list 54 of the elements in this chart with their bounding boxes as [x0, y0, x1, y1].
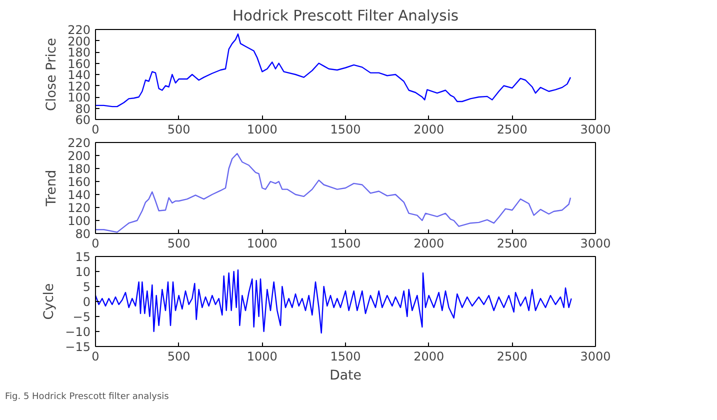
x-tick-label: 2000	[414, 350, 444, 364]
x-tick-label: 500	[167, 350, 190, 364]
x-tick-label: 1000	[246, 236, 278, 250]
y-tick-label: 10	[75, 265, 91, 279]
x-tick-label: 1500	[330, 350, 361, 364]
y-tick-label: 160	[68, 56, 90, 71]
x-tick-label: 1000	[246, 122, 278, 136]
x-tick-label: 3000	[580, 350, 611, 364]
line-series	[96, 33, 572, 108]
x-tick-label: 1500	[330, 236, 361, 250]
y-tick-label: 220	[68, 23, 90, 37]
y-tick-label: 200	[68, 34, 90, 48]
y-tick-label: 0	[82, 295, 91, 309]
y-tick-label: 100	[68, 90, 90, 104]
y-axis-title: Cycle	[42, 283, 58, 320]
x-tick-label: 500	[167, 236, 190, 250]
y-tick-label: 100	[68, 214, 90, 228]
y-tick-label: 120	[68, 201, 90, 215]
x-tick-label: 2000	[414, 122, 444, 136]
x-tick-label: 3000	[580, 236, 611, 250]
y-tick-label: 180	[68, 162, 90, 176]
y-tick-label: 120	[68, 79, 90, 94]
y-tick-label: 140	[68, 188, 90, 202]
caption: Fig. 5 Hodrick Prescott filter analysis	[5, 391, 169, 404]
y-tick-label: −10	[65, 325, 91, 339]
y-tick-label: 15	[75, 250, 91, 264]
x-tick-label: 2500	[496, 236, 528, 250]
x-tick-label: 2500	[496, 350, 528, 364]
line-series	[96, 269, 572, 334]
y-tick-label: −5	[72, 310, 91, 324]
x-tick-label: 3000	[580, 122, 611, 136]
y-axis-title: Trend	[44, 170, 60, 208]
y-axis-title: Close Price	[44, 38, 60, 112]
x-tick-label: 0	[92, 122, 100, 136]
y-tick-label: 200	[68, 149, 90, 163]
x-tick-label: 0	[92, 350, 100, 364]
x-tick-label: 1500	[330, 122, 361, 136]
y-tick-label: 80	[75, 227, 91, 241]
y-tick-label: 140	[68, 68, 90, 82]
y-tick-label: 160	[68, 175, 90, 189]
y-tick-label: 220	[68, 136, 90, 150]
x-tick-label: 500	[167, 122, 190, 136]
x-tick-label: 2000	[414, 236, 444, 250]
line-series	[96, 152, 572, 233]
chart-title: Hodrick Prescott Filter Analysis	[232, 8, 459, 24]
x-tick-label: 0	[92, 236, 100, 250]
x-tick-label: 2500	[496, 122, 528, 136]
y-tick-label: −15	[65, 340, 91, 354]
y-tick-label: 60	[75, 113, 91, 127]
y-tick-label: 180	[68, 46, 90, 60]
y-tick-label: 80	[75, 102, 91, 116]
x-axis-title: Date	[330, 368, 362, 384]
x-tick-label: 1000	[246, 350, 278, 364]
y-tick-label: 5	[82, 280, 91, 294]
